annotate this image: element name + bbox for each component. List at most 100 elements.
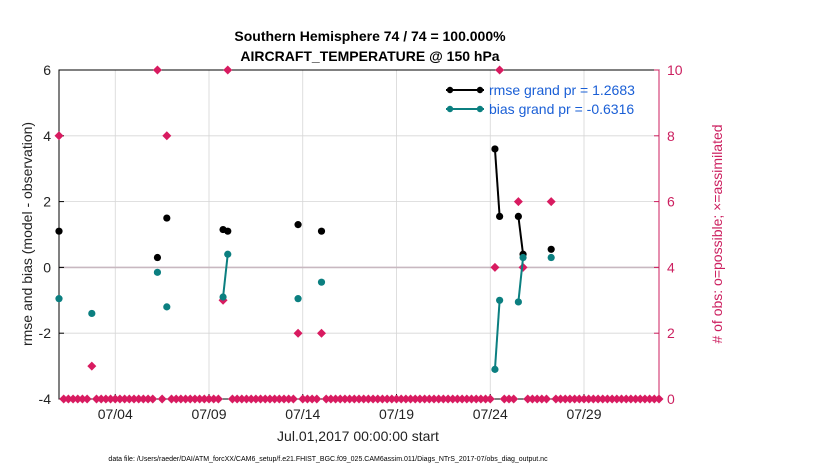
bias-line — [517, 257, 525, 303]
y-tick-label: -2 — [39, 325, 52, 341]
bias-point — [153, 268, 162, 276]
obs-count-marker — [467, 394, 476, 404]
obs-count-marker — [124, 394, 134, 404]
obs-count-marker — [649, 394, 659, 404]
bias-point — [491, 365, 499, 373]
y-right-tick-label: 0 — [667, 391, 675, 407]
obs-count-marker — [429, 394, 439, 404]
legend-rmse-label: rmse grand pr = 1.2683 — [489, 82, 635, 98]
obs-count-marker — [345, 394, 355, 404]
obs-count-marker — [307, 394, 317, 404]
obs-count-marker — [635, 394, 645, 404]
obs-count-marker — [420, 394, 430, 404]
obs-count-marker — [54, 131, 64, 141]
obs-count-marker — [640, 394, 650, 404]
obs-count-marker — [584, 394, 594, 404]
obs-count-marker — [204, 394, 214, 404]
obs-count-marker — [401, 394, 411, 404]
obs-count-marker — [415, 394, 425, 404]
obs-count-marker — [176, 394, 186, 404]
obs-count-marker — [523, 394, 533, 404]
obs-count-marker — [59, 394, 69, 404]
obs-count-marker — [274, 394, 284, 404]
rmse-point — [547, 245, 555, 253]
obs-count-marker — [293, 328, 303, 338]
x-axis-label: Jul.01,2017 00:00:00 start — [277, 428, 439, 444]
obs-count-marker — [434, 394, 444, 404]
obs-count-marker — [195, 394, 205, 404]
obs-count-marker — [152, 65, 162, 75]
obs-count-marker — [251, 394, 261, 404]
y-tick-label: 2 — [43, 194, 51, 210]
obs-count-marker — [481, 394, 491, 404]
rmse-series — [55, 145, 555, 262]
obs-count-marker — [110, 394, 120, 404]
obs-count-marker — [209, 394, 219, 404]
obs-count-marker — [354, 394, 364, 404]
obs-count-marker — [260, 394, 270, 404]
obs-count-marker — [331, 394, 341, 404]
rmse-line — [517, 216, 525, 255]
obs-count-marker — [612, 394, 622, 404]
obs-count-marker — [96, 394, 106, 404]
obs-count-marker — [199, 394, 209, 404]
rmse-point — [317, 227, 326, 235]
obs-count-marker — [499, 394, 509, 404]
obs-count-marker — [626, 394, 636, 404]
legend-bias-marker-b — [476, 105, 484, 113]
obs-count-marker — [546, 197, 556, 207]
bias-line — [222, 254, 229, 298]
obs-count-marker — [392, 394, 401, 404]
rmse-point — [514, 212, 522, 221]
bias-point — [55, 295, 63, 303]
obs-count-marker — [68, 394, 78, 404]
rmse-point — [224, 227, 232, 235]
obs-count-marker — [162, 131, 172, 141]
obs-count-marker — [471, 394, 481, 404]
obs-count-marker — [232, 394, 242, 404]
obs-count-marker — [82, 394, 92, 404]
obs-count-marker — [279, 394, 289, 404]
obs-count-marker — [185, 394, 195, 404]
obs-count-marker — [621, 394, 631, 404]
legend-rmse-marker-a — [446, 86, 454, 94]
obs-count-marker — [265, 394, 275, 404]
obs-count-marker — [120, 394, 130, 404]
obs-count-marker — [363, 394, 373, 404]
obs-count-marker — [551, 394, 561, 404]
obs-count-marker — [598, 394, 608, 404]
x-axis: 07/04 07/09 07/14 07/19 07/24 07/29 — [98, 394, 602, 422]
obs-count-marker — [143, 394, 153, 404]
obs-count-marker — [382, 394, 392, 404]
y-tick-label: 0 — [43, 259, 51, 275]
obs-count-marker — [312, 394, 322, 404]
obs-count-marker — [448, 394, 458, 404]
obs-count-marker — [462, 394, 472, 404]
obs-count-marker — [617, 394, 626, 404]
x-tick-label: 07/14 — [285, 406, 320, 422]
bias-line — [493, 300, 501, 370]
obs-count-marker — [452, 394, 462, 404]
bias-point — [294, 295, 302, 303]
obs-count-marker — [373, 394, 383, 404]
obs-count-marker — [513, 197, 523, 207]
y-tick-label: 6 — [43, 62, 51, 78]
obs-count-marker — [542, 394, 551, 404]
obs-count-marker — [631, 394, 641, 404]
obs-count-marker — [490, 262, 500, 272]
obs-count-marker — [242, 394, 251, 404]
obs-count-marker — [476, 394, 486, 404]
bias-point — [547, 253, 555, 262]
obs-count-marker — [654, 394, 664, 404]
rmse-point — [163, 214, 171, 222]
x-tick-label: 07/04 — [98, 406, 133, 422]
obs-count-marker — [138, 394, 148, 404]
obs-count-marker — [326, 394, 336, 404]
obs-count-marker — [457, 394, 467, 404]
obs-count-marker — [377, 394, 387, 404]
y-tick-label: -4 — [39, 391, 52, 407]
obs-count-marker — [321, 394, 331, 404]
data-file-footnote: data file: /Users/raeder/DAI/ATM_forcXX/… — [108, 456, 548, 463]
obs-count-marker — [406, 394, 416, 404]
